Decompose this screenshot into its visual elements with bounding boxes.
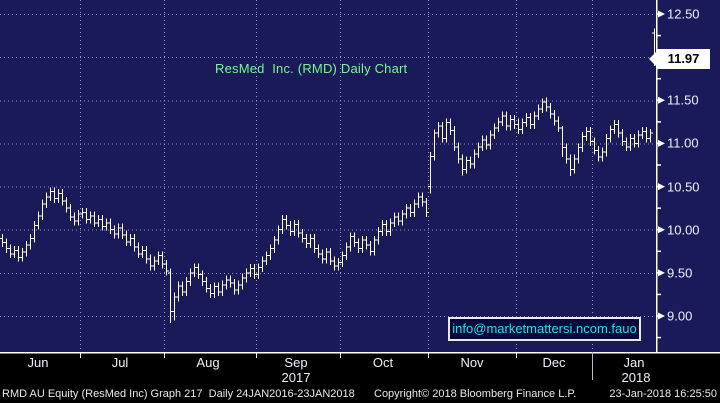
x-axis-year-2018: 2018 (621, 370, 651, 385)
y-axis-price-label: 10.50 (667, 179, 700, 195)
x-axis-month-label: Aug (196, 355, 220, 370)
x-axis-month-label: Nov (460, 355, 484, 370)
y-axis-price-label: 9.00 (667, 308, 693, 324)
last-price-tag: 11.97 (649, 49, 710, 69)
y-axis-tick-arrow-icon (658, 183, 665, 191)
x-axis-month-label: Jun (27, 355, 49, 370)
footer-copyright-text: Copyright© 2018 Bloomberg Finance L.P. (374, 388, 577, 400)
y-axis-price-label: 12.50 (667, 6, 700, 22)
y-axis-tick-arrow-icon (658, 269, 665, 277)
y-axis-price-label: 9.50 (667, 265, 693, 281)
y-axis-price-label: 11.00 (667, 135, 699, 151)
x-axis-month-label: Sep (284, 355, 308, 370)
y-axis-tick-arrow-icon (658, 312, 665, 320)
y-axis-tick-arrow-icon (658, 96, 665, 104)
axis-lines (0, 0, 720, 354)
y-axis-price-label: 11.50 (667, 92, 699, 108)
x-axis-month-label: Oct (372, 355, 394, 370)
info-email-label: info@marketmattersi.ncom.fauo (448, 317, 641, 341)
ohlc-price-bars (0, 28, 657, 323)
x-axis-month-label: Jan (623, 355, 645, 370)
x-axis-month-label: Dec (542, 355, 566, 370)
x-axis-year-2017: 2017 (281, 370, 311, 385)
y-axis-price-label: 10.00 (667, 222, 700, 238)
footer-strip (0, 352, 720, 403)
y-axis-tick-arrow-icon (658, 10, 665, 18)
y-axis-tick-arrow-icon (658, 139, 665, 147)
chart-title: ResMed Inc. (RMD) Daily Chart (215, 61, 408, 76)
grid-lines (0, 0, 656, 352)
x-axis-month-ticks (80, 352, 593, 358)
y-axis-tick-arrow-icon (658, 226, 665, 234)
x-axis-month-label: Jul (111, 355, 129, 370)
footer-timestamp-text: 23-Jan-2018 16:25:50 (609, 388, 717, 400)
footer-instrument-text: RMD AU Equity (ResMed Inc) Graph 217 Dai… (2, 388, 355, 400)
